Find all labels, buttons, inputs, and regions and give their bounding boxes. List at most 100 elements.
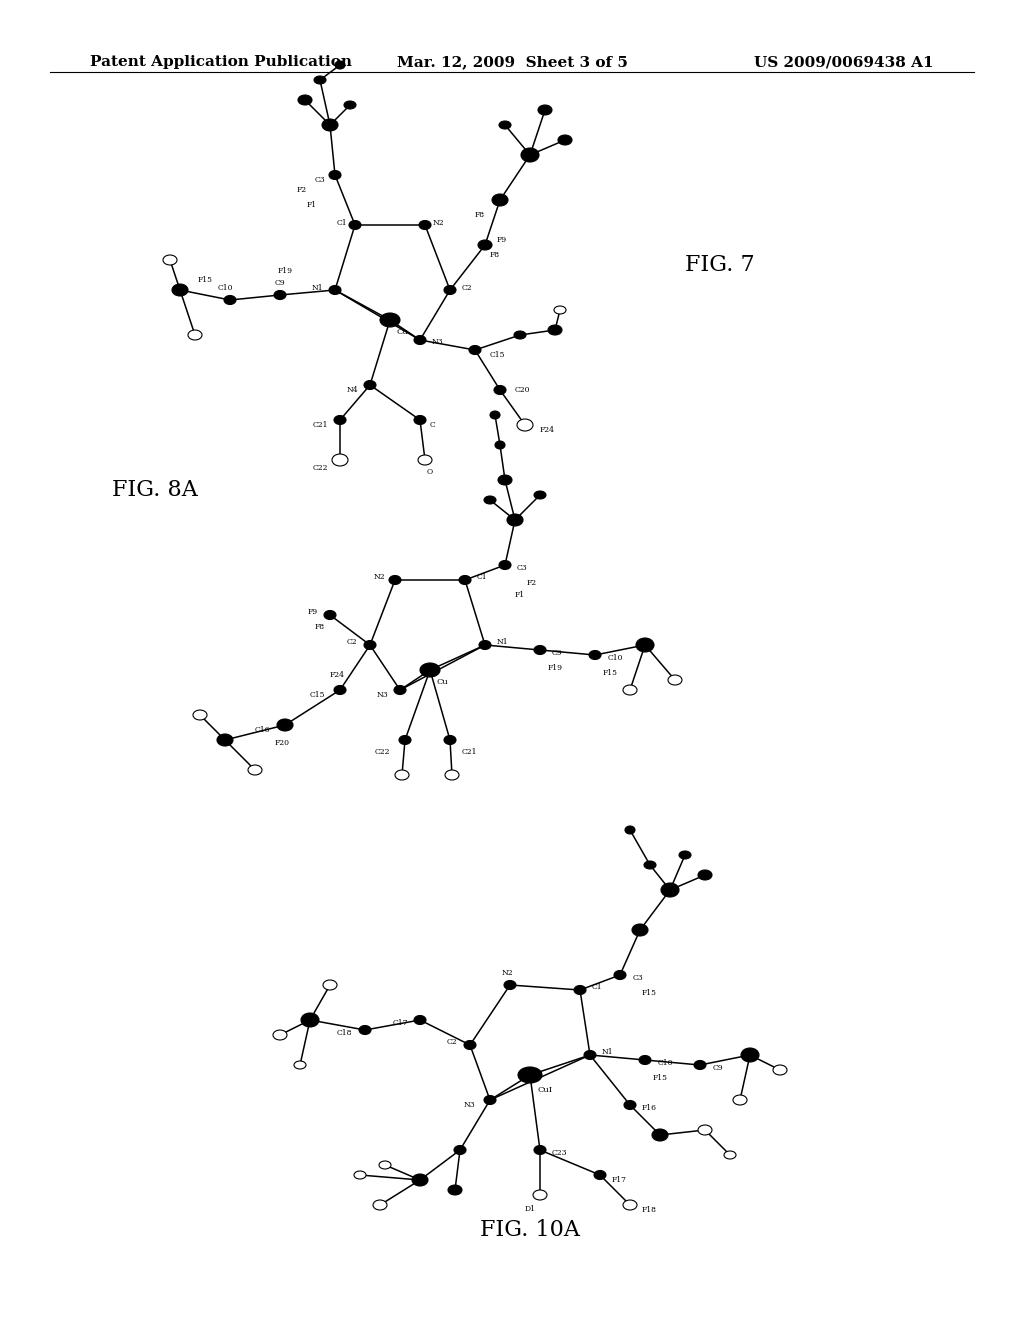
Ellipse shape [614, 970, 626, 979]
Text: N4: N4 [346, 385, 358, 393]
Ellipse shape [224, 296, 236, 305]
Ellipse shape [495, 441, 505, 449]
Ellipse shape [773, 1065, 787, 1074]
Ellipse shape [459, 576, 471, 585]
Text: N2: N2 [374, 573, 385, 581]
Text: F19: F19 [548, 664, 563, 672]
Ellipse shape [444, 285, 456, 294]
Ellipse shape [589, 651, 601, 660]
Text: C1: C1 [592, 983, 603, 991]
Ellipse shape [449, 1185, 462, 1195]
Text: C2: C2 [346, 638, 357, 645]
Text: F15: F15 [198, 276, 213, 284]
Text: C3: C3 [517, 564, 527, 572]
Ellipse shape [418, 455, 432, 465]
Ellipse shape [623, 1200, 637, 1210]
Text: F24: F24 [540, 426, 555, 434]
Text: Cu: Cu [436, 678, 447, 686]
Ellipse shape [322, 119, 338, 131]
Ellipse shape [248, 766, 262, 775]
Text: C21: C21 [312, 421, 328, 429]
Text: F2: F2 [527, 579, 538, 587]
Ellipse shape [274, 290, 286, 300]
Text: C15: C15 [490, 351, 506, 359]
Ellipse shape [498, 475, 512, 484]
Text: Mar. 12, 2009  Sheet 3 of 5: Mar. 12, 2009 Sheet 3 of 5 [396, 55, 628, 69]
Text: N3: N3 [376, 690, 388, 700]
Text: C9: C9 [713, 1064, 724, 1072]
Ellipse shape [294, 1061, 306, 1069]
Ellipse shape [484, 1096, 496, 1105]
Text: FIG. 7: FIG. 7 [685, 253, 755, 276]
Ellipse shape [445, 770, 459, 780]
Text: F9: F9 [308, 609, 318, 616]
Ellipse shape [504, 981, 516, 990]
Ellipse shape [329, 170, 341, 180]
Ellipse shape [584, 1051, 596, 1060]
Ellipse shape [332, 454, 348, 466]
Ellipse shape [517, 418, 534, 432]
Ellipse shape [534, 491, 546, 499]
Text: F15: F15 [642, 989, 657, 997]
Ellipse shape [373, 1200, 387, 1210]
Text: F8: F8 [314, 623, 325, 631]
Ellipse shape [724, 1151, 736, 1159]
Ellipse shape [639, 1056, 651, 1064]
Ellipse shape [364, 380, 376, 389]
Text: C20: C20 [515, 385, 530, 393]
Text: C22: C22 [312, 465, 328, 473]
Text: N3: N3 [432, 338, 443, 346]
Text: C16: C16 [255, 726, 270, 734]
Ellipse shape [301, 1012, 319, 1027]
Text: N2: N2 [501, 969, 513, 977]
Ellipse shape [454, 1146, 466, 1155]
Ellipse shape [698, 1125, 712, 1135]
Text: C23: C23 [552, 1148, 567, 1158]
Text: F15: F15 [653, 1074, 668, 1082]
Ellipse shape [364, 640, 376, 649]
Ellipse shape [420, 663, 440, 677]
Text: O: O [427, 469, 433, 477]
Ellipse shape [412, 1173, 428, 1185]
Ellipse shape [354, 1171, 366, 1179]
Ellipse shape [548, 325, 562, 335]
Ellipse shape [594, 1171, 606, 1180]
Ellipse shape [538, 106, 552, 115]
Ellipse shape [534, 1146, 546, 1155]
Text: N2: N2 [433, 219, 444, 227]
Ellipse shape [399, 735, 411, 744]
Ellipse shape [652, 1129, 668, 1140]
Ellipse shape [490, 411, 500, 418]
Ellipse shape [394, 685, 406, 694]
Ellipse shape [694, 1060, 706, 1069]
Ellipse shape [644, 861, 656, 869]
Text: Cu: Cu [396, 327, 408, 337]
Text: N3: N3 [463, 1101, 475, 1109]
Text: FIG. 10A: FIG. 10A [480, 1218, 580, 1241]
Ellipse shape [335, 61, 345, 69]
Text: Patent Application Publication: Patent Application Publication [90, 55, 352, 69]
Ellipse shape [334, 685, 346, 694]
Ellipse shape [380, 313, 400, 327]
Text: C17: C17 [392, 1019, 408, 1027]
Ellipse shape [469, 346, 481, 355]
Text: F18: F18 [642, 1206, 657, 1214]
Text: C10: C10 [217, 284, 232, 292]
Ellipse shape [479, 640, 490, 649]
Text: F1: F1 [515, 591, 525, 599]
Ellipse shape [444, 735, 456, 744]
Text: N1: N1 [311, 284, 323, 292]
Ellipse shape [558, 135, 572, 145]
Ellipse shape [349, 220, 361, 230]
Ellipse shape [323, 979, 337, 990]
Text: F8: F8 [475, 211, 485, 219]
Text: US 2009/0069438 A1: US 2009/0069438 A1 [755, 55, 934, 69]
Ellipse shape [379, 1162, 391, 1170]
Text: F1: F1 [307, 201, 317, 209]
Text: C9: C9 [552, 649, 562, 657]
Ellipse shape [662, 883, 679, 898]
Ellipse shape [217, 734, 233, 746]
Ellipse shape [478, 240, 492, 249]
Ellipse shape [298, 95, 312, 106]
Text: F19: F19 [278, 267, 293, 275]
